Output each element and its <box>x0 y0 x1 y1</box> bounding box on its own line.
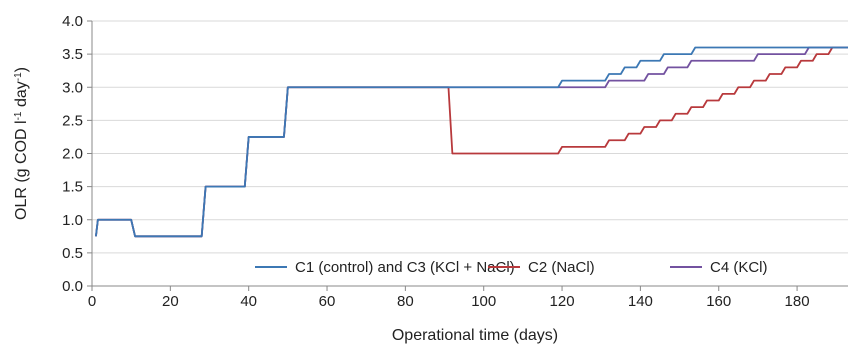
y-axis-title-sup2: -1 <box>13 72 24 81</box>
series-line-c1-c3 <box>95 46 848 238</box>
y-tick-label: 1.0 <box>62 212 83 229</box>
tick-labels: 0.0 0.5 1.0 1.5 2.0 2.5 3.0 3.5 4.0 0 20 40 60 80 100 1… <box>62 13 809 310</box>
x-tick-label: 180 <box>785 293 810 310</box>
y-axis-title-end: ) <box>13 67 30 72</box>
x-tick-label: 20 <box>162 293 179 310</box>
x-tick-label: 80 <box>397 293 414 310</box>
y-tick-label: 0.0 <box>62 278 83 295</box>
y-axis-title-sup1: -1 <box>13 111 24 120</box>
x-tick-label: 40 <box>240 293 257 310</box>
y-tick-label: 2.5 <box>62 112 83 129</box>
series-line-c2 <box>95 46 848 238</box>
series-line-c4 <box>95 46 848 238</box>
y-tick-label: 3.0 <box>62 79 83 96</box>
y-tick-label: 4.0 <box>62 13 83 30</box>
y-gridlines <box>92 20 848 254</box>
x-tick-label: 0 <box>88 293 96 310</box>
y-axis-title-base: OLR (g COD l <box>13 120 30 220</box>
x-tick-label: 160 <box>706 293 731 310</box>
x-tick-label: 60 <box>319 293 336 310</box>
legend-label-c4: C4 (KCl) <box>710 259 768 276</box>
x-tick-label: 100 <box>471 293 496 310</box>
y-tick-label: 3.5 <box>62 46 83 63</box>
x-tick-label: 140 <box>628 293 653 310</box>
y-tick-label: 1.5 <box>62 179 83 196</box>
y-axis-title-mid: day <box>13 81 30 111</box>
series-lines <box>95 46 848 238</box>
y-tick-label: 0.5 <box>62 245 83 262</box>
x-axis-title: Operational time (days) <box>392 327 558 344</box>
y-axis-title: OLR (g COD l-1 day-1) <box>13 67 31 220</box>
x-tick-label: 120 <box>550 293 575 310</box>
legend: C1 (control) and C3 (KCl + NaCl) C2 (NaCl… <box>255 259 768 276</box>
legend-label-c2: C2 (NaCl) <box>528 259 595 276</box>
legend-label-c1-c3: C1 (control) and C3 (KCl + NaCl) <box>295 259 515 276</box>
y-tick-label: 2.0 <box>62 146 83 163</box>
tick-marks <box>87 20 798 291</box>
